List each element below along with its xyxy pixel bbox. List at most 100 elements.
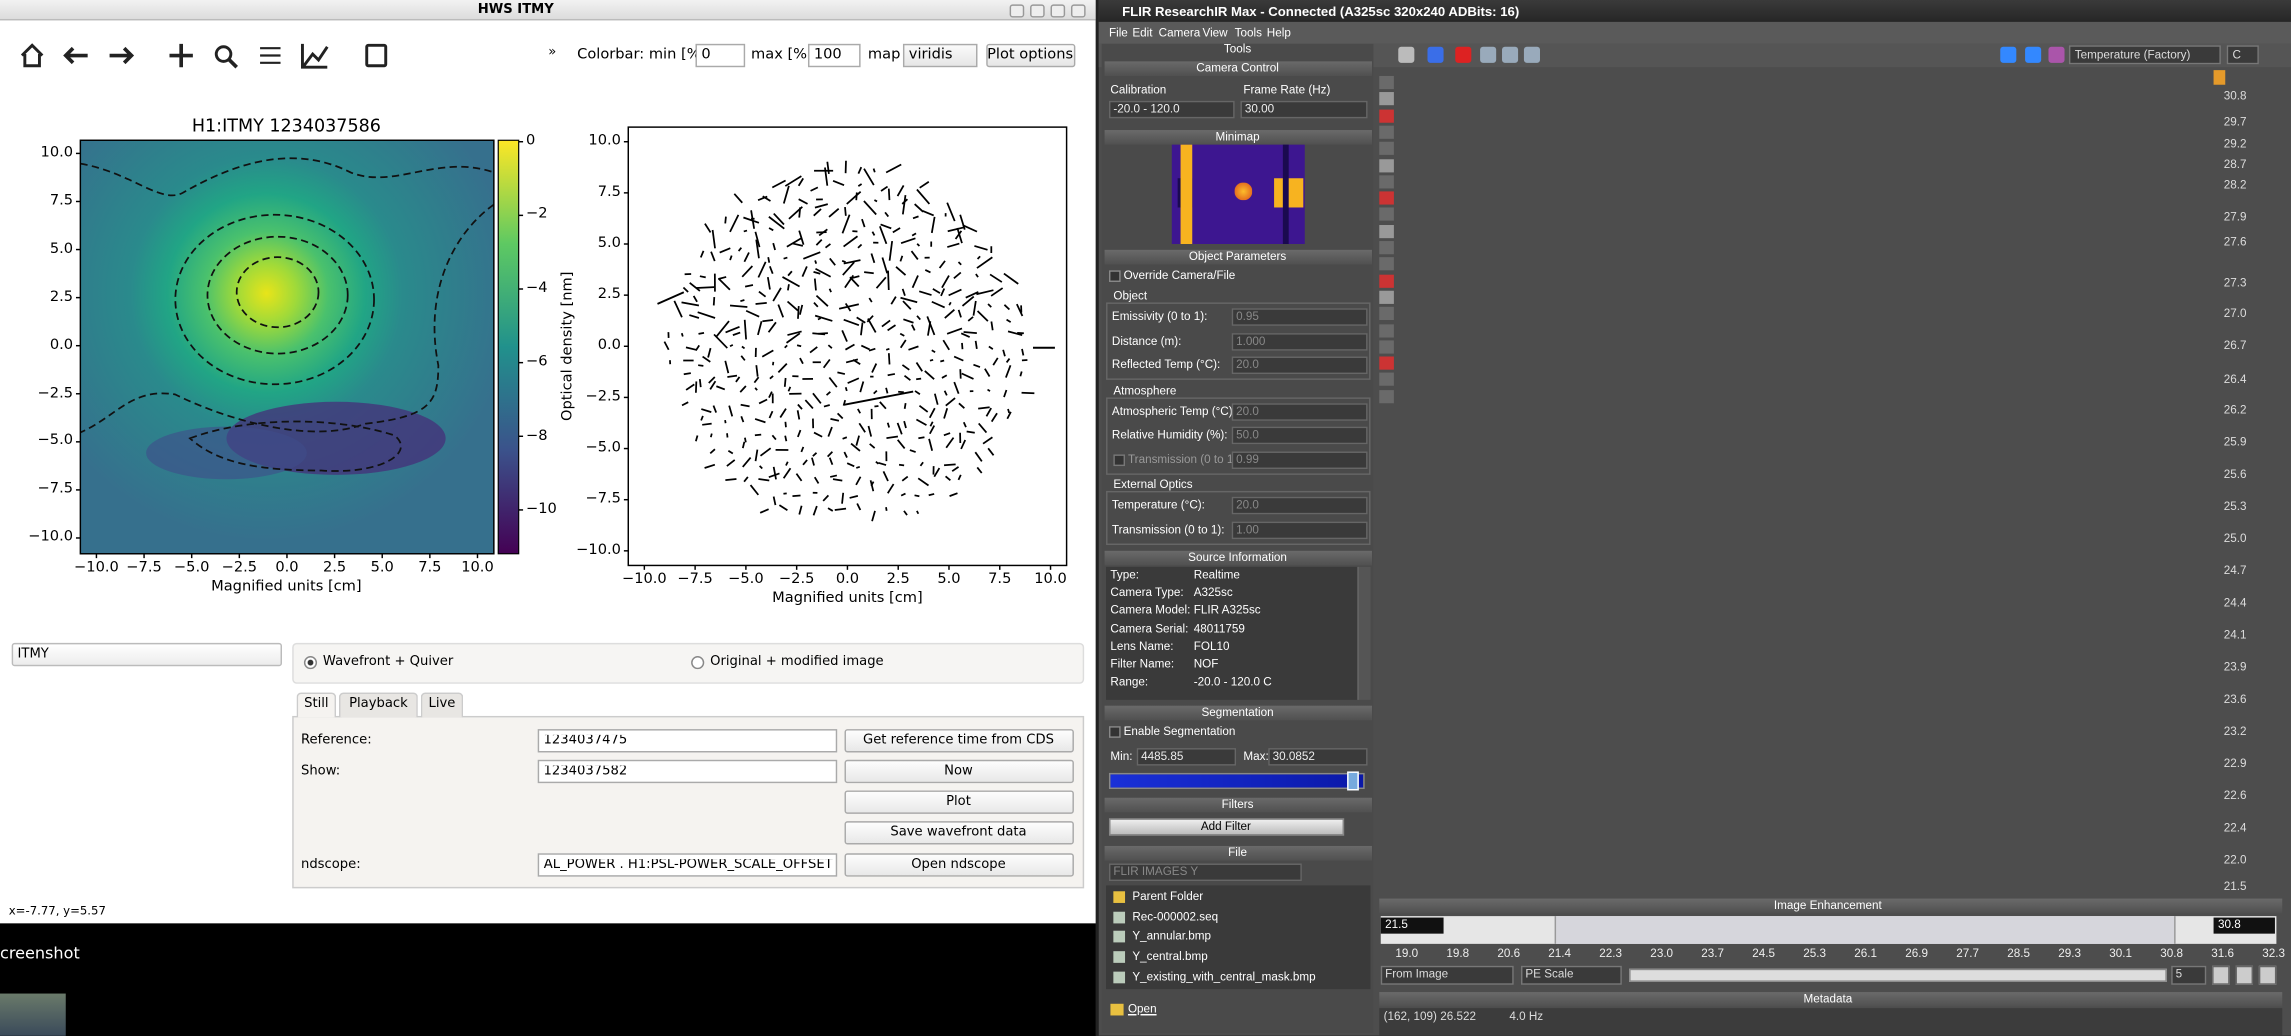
checkbox[interactable] <box>1113 454 1126 467</box>
button[interactable] <box>844 853 1074 877</box>
tool-button[interactable] <box>1379 274 1394 288</box>
text-input[interactable] <box>537 759 838 784</box>
segmentation-slider[interactable] <box>1108 772 1365 789</box>
input-value[interactable]: 1.000 <box>1236 334 1266 348</box>
tool-button[interactable] <box>1379 125 1394 139</box>
toolbar-button[interactable] <box>1523 46 1540 63</box>
label[interactable]: Override Camera/File <box>1123 268 1236 282</box>
button-label[interactable]: Open ndscope <box>911 856 1006 872</box>
unit-select[interactable] <box>2226 45 2259 65</box>
toolbar-button[interactable] <box>364 44 387 67</box>
radio-label[interactable]: Wavefront + Quiver <box>322 653 454 669</box>
map-select[interactable] <box>902 43 978 68</box>
text-input[interactable] <box>1231 521 1368 540</box>
button[interactable] <box>844 821 1074 845</box>
toolbar-button[interactable] <box>2000 46 2017 63</box>
button[interactable] <box>2235 965 2254 985</box>
radio-button[interactable] <box>303 656 318 670</box>
link[interactable]: Open <box>1127 1002 1157 1016</box>
input-value[interactable]: 20.0 <box>1236 498 1259 512</box>
button[interactable] <box>844 790 1074 814</box>
input-value[interactable]: 30.0852 <box>1272 749 1315 763</box>
text-input[interactable] <box>1231 426 1368 445</box>
window-button[interactable] <box>1050 4 1066 18</box>
input-value[interactable]: 20.0 <box>1236 357 1259 372</box>
file-item[interactable]: Y_central.bmp <box>1132 949 1208 964</box>
label[interactable]: Enable Segmentation <box>1123 724 1236 738</box>
text-input[interactable] <box>1231 308 1368 326</box>
text-input[interactable] <box>1231 356 1368 375</box>
tool-button[interactable] <box>1379 307 1394 321</box>
input-value[interactable]: 4485.85 <box>1141 749 1184 763</box>
button-label[interactable]: Plot options <box>987 46 1074 63</box>
input-value[interactable]: 50.0 <box>1236 428 1259 442</box>
text-input[interactable] <box>537 729 838 753</box>
button-label[interactable]: Add Filter <box>1200 819 1251 833</box>
text-input[interactable] <box>1136 748 1237 766</box>
scrollbar[interactable] <box>1357 566 1371 700</box>
tab[interactable] <box>420 692 464 718</box>
toolbar-button[interactable] <box>302 44 325 67</box>
toolbar-button[interactable] <box>1427 46 1444 63</box>
input-value[interactable]: 1234037582 <box>543 764 628 779</box>
select-value[interactable]: From Image <box>1385 967 1449 981</box>
button-label[interactable]: Save wavefront data <box>890 824 1027 840</box>
checkbox[interactable] <box>1108 726 1121 738</box>
input-value[interactable]: FLIR IMAGES Y <box>1113 864 1199 879</box>
button[interactable] <box>2212 965 2230 985</box>
text-input[interactable] <box>1108 863 1302 882</box>
file-item[interactable]: Y_annular.bmp <box>1132 929 1212 943</box>
radio-label[interactable]: Original + modified image <box>710 653 884 669</box>
button[interactable] <box>1108 818 1345 836</box>
button-label[interactable]: Get reference time from CDS <box>863 732 1054 748</box>
file-item[interactable]: Parent Folder <box>1132 889 1204 903</box>
menu-item[interactable]: File <box>1108 26 1128 40</box>
toolbar-button[interactable] <box>2048 46 2065 63</box>
toolbar-button[interactable] <box>1398 46 1415 63</box>
window-button[interactable] <box>1030 4 1045 18</box>
toolbar-button[interactable] <box>1455 46 1472 63</box>
select-value[interactable]: Temperature (Factory) <box>2074 48 2191 62</box>
toolbar-button[interactable] <box>64 44 87 67</box>
menu-item[interactable]: Tools <box>1234 26 1262 40</box>
radio-button[interactable] <box>691 656 705 670</box>
text-input[interactable] <box>1231 496 1368 515</box>
select[interactable] <box>2171 965 2207 985</box>
menu-item[interactable]: Help <box>1266 26 1291 40</box>
tool-button[interactable] <box>1379 373 1394 387</box>
input-value[interactable]: 0.95 <box>1236 309 1259 323</box>
colorbar-min-input[interactable] <box>695 43 746 68</box>
tool-button[interactable] <box>1379 92 1394 106</box>
select[interactable] <box>1521 965 1622 985</box>
text-input[interactable] <box>1231 403 1368 421</box>
text-input[interactable] <box>1231 451 1368 470</box>
slider[interactable] <box>1629 968 2167 982</box>
tool-button[interactable] <box>1379 340 1394 354</box>
button-label[interactable]: Plot <box>946 794 971 809</box>
select-value[interactable]: 5 <box>2175 967 2183 981</box>
button-label[interactable]: Now <box>944 763 973 779</box>
colorbar-max-input[interactable] <box>807 43 861 68</box>
tool-button[interactable] <box>1379 241 1394 255</box>
text-input[interactable] <box>537 853 838 877</box>
tool-button[interactable] <box>1379 356 1394 370</box>
tool-button[interactable] <box>2213 70 2226 85</box>
input-value[interactable]: 1.00 <box>1236 523 1259 537</box>
input-value[interactable]: 30.00 <box>1244 102 1275 116</box>
input-value[interactable]: 0 <box>701 46 711 63</box>
tool-button[interactable] <box>1379 75 1394 90</box>
tool-button[interactable] <box>1379 175 1394 189</box>
text-input[interactable] <box>1108 100 1235 119</box>
input-value[interactable]: 100 <box>813 46 842 63</box>
button[interactable] <box>844 759 1074 784</box>
window-button[interactable] <box>1009 4 1025 18</box>
select-value[interactable]: viridis <box>908 46 953 63</box>
button[interactable] <box>844 729 1074 753</box>
toolbar-button[interactable] <box>1502 46 1519 63</box>
tool-button[interactable] <box>1379 389 1394 403</box>
checkbox[interactable] <box>1108 270 1121 282</box>
select[interactable] <box>1380 965 1514 985</box>
tool-button[interactable] <box>1379 208 1394 222</box>
tool-button[interactable] <box>1379 257 1394 271</box>
toolbar-button[interactable] <box>213 44 236 67</box>
